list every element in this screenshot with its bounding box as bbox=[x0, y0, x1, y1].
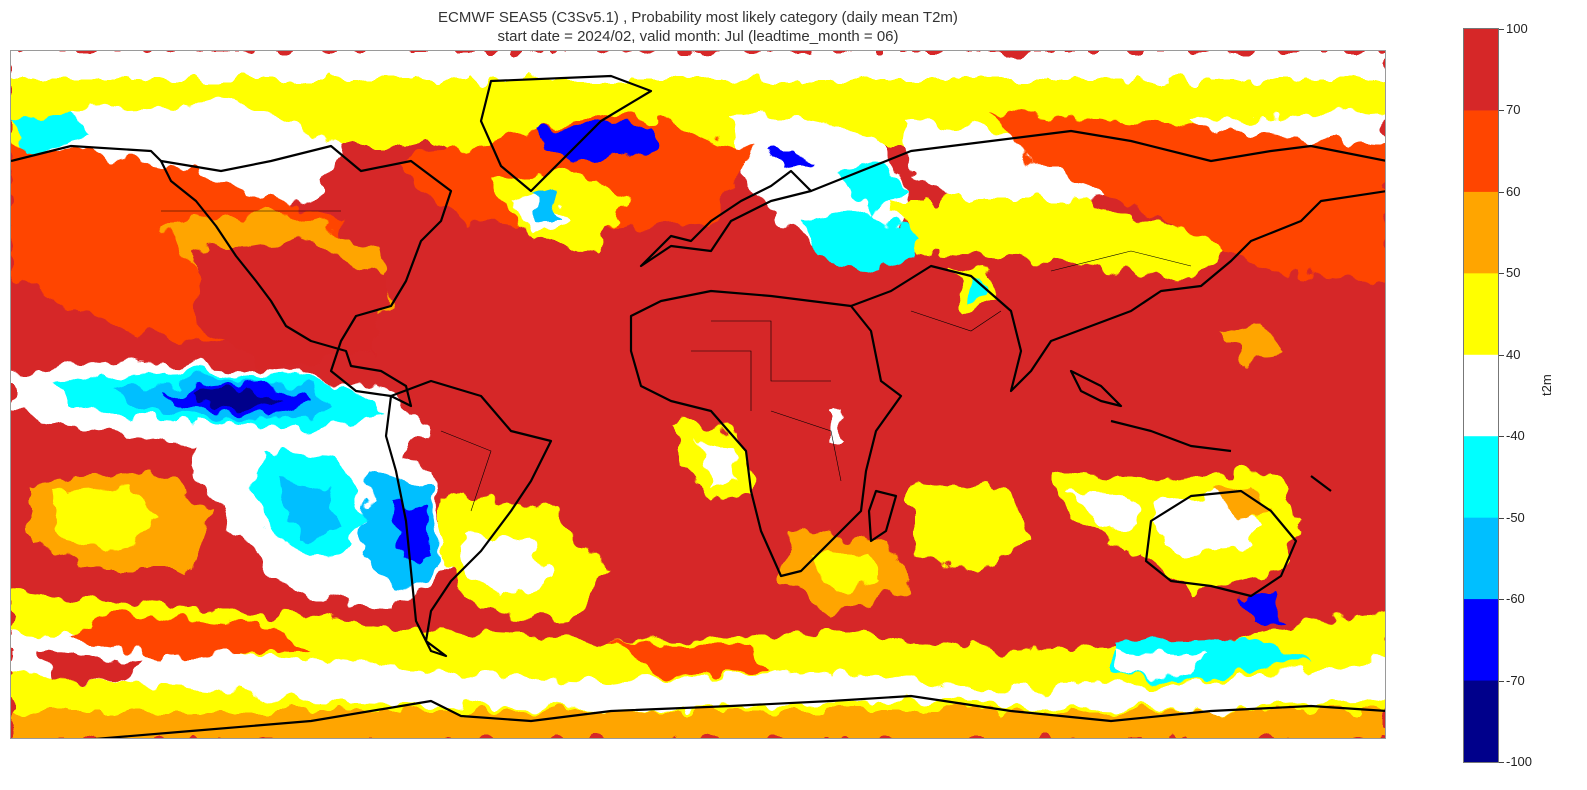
colorbar-bin-50-to-60 bbox=[1464, 191, 1498, 274]
colorbar-tick-label: 50 bbox=[1506, 265, 1521, 280]
colorbar-tick-label: 40 bbox=[1506, 347, 1521, 362]
colorbar-bin-40-to-50 bbox=[1464, 273, 1498, 356]
coastlines bbox=[11, 74, 1385, 738]
colorbar-bin--100-to--70 bbox=[1464, 680, 1498, 762]
colorbar-label: t2m bbox=[1539, 374, 1554, 396]
colorbar-bin--50-to--40 bbox=[1464, 436, 1498, 519]
colorbar bbox=[1463, 28, 1499, 763]
colorbar-tick-label: -40 bbox=[1506, 428, 1525, 443]
colorbar-tick-label: -70 bbox=[1506, 673, 1525, 688]
colorbar-bin--60-to--50 bbox=[1464, 517, 1498, 600]
map-title-line-2: start date = 2024/02, valid month: Jul (… bbox=[497, 28, 899, 45]
colorbar-tick-label: 70 bbox=[1506, 102, 1521, 117]
world-map bbox=[10, 50, 1386, 739]
colorbar-tick-label: 100 bbox=[1506, 21, 1528, 36]
map-title-line-1: ECMWF SEAS5 (C3Sv5.1) , Probability most… bbox=[438, 9, 958, 26]
colorbar-bin-70-to-100 bbox=[1464, 29, 1498, 111]
colorbar-bin--70-to--60 bbox=[1464, 599, 1498, 682]
colorbar-tick-label: -50 bbox=[1506, 510, 1525, 525]
colorbar-bin-60-to-70 bbox=[1464, 110, 1498, 193]
country-borders bbox=[161, 210, 1192, 512]
colorbar-tick-label: -60 bbox=[1506, 591, 1525, 606]
colorbar-tick-label: -100 bbox=[1506, 754, 1533, 769]
colorbar-bin--40-to-40 bbox=[1464, 354, 1498, 437]
probability-patches bbox=[11, 51, 1385, 738]
colorbar-tick-label: 60 bbox=[1506, 184, 1521, 199]
